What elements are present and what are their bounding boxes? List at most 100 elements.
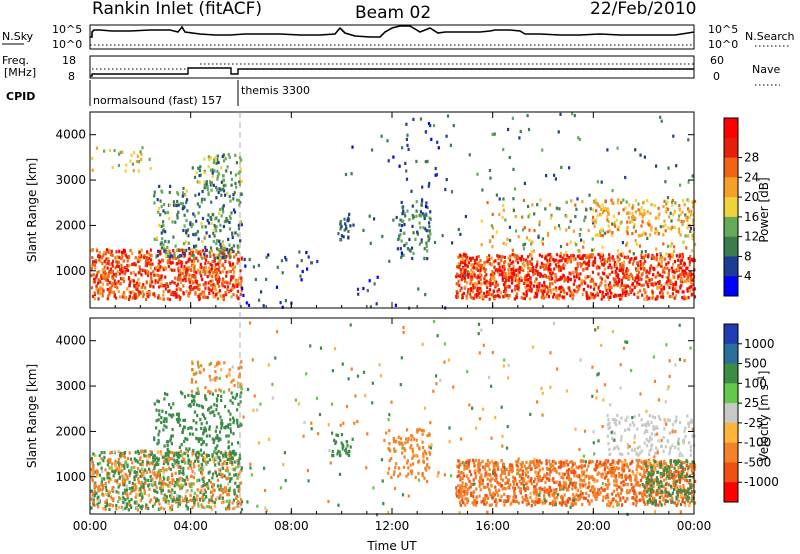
scatter-cell [693,242,697,246]
scatter-cell [216,394,219,398]
scatter-cell [510,267,513,271]
scatter-cell [667,469,670,473]
scatter-cell [672,269,675,273]
scatter-cell [558,259,562,263]
scatter-cell [677,274,680,278]
scatter-cell [99,289,102,293]
scatter-cell [456,282,459,286]
scatter-cell [486,285,489,289]
scatter-cell [224,157,227,161]
scatter-cell [190,284,193,288]
scatter-cell [410,443,413,448]
scatter-cell [665,477,668,481]
scatter-cell [218,430,222,434]
scatter-cell [687,273,690,277]
scatter-cell [232,416,235,420]
scatter-cell [425,468,428,472]
scatter-cell [457,495,460,499]
scatter-cell [211,168,214,172]
scatter-cell [145,463,149,467]
scatter-cell [422,446,425,450]
scatter-cell [507,268,510,272]
scatter-cell [185,290,188,294]
scatter-cell [611,231,614,235]
scatter-cell [96,287,99,291]
scatter-cell [215,185,218,189]
scatter-cell [409,463,412,467]
scatter-cell [672,262,675,266]
scatter-cell [456,474,459,478]
scatter-cell [530,482,533,486]
scatter-cell [189,498,192,502]
scatter-cell [168,450,171,454]
scatter-cell [221,278,224,282]
scatter-cell [190,466,193,470]
scatter-cell [229,269,232,274]
scatter-cell [188,285,191,289]
scatter-cell [599,282,602,286]
scatter-cell [202,464,205,468]
scatter-cell [155,419,158,423]
scatter-cell [179,423,182,427]
scatter-cell [611,201,614,205]
scatter-cell [172,256,175,260]
scatter-cell [631,211,634,215]
scatter-cell [182,228,185,233]
scatter-cell [139,493,142,497]
scatter-cell [488,292,491,296]
scatter-cell [587,260,591,264]
scatter-cell [171,280,174,284]
scatter-cell [198,452,201,456]
scatter-cell [380,134,383,138]
scatter-cell [619,285,622,289]
scatter-cell [642,462,645,466]
scatter-cell [137,449,140,453]
scatter-cell [467,273,470,277]
scatter-cell [497,288,500,292]
scatter-cell [138,293,141,297]
scatter-cell [185,240,188,244]
scatter-cell [120,269,123,273]
scatter-cell [183,497,186,501]
scatter-cell [147,271,150,275]
scatter-cell [198,181,201,185]
scatter-cell [128,500,131,504]
scatter-cell [240,481,243,485]
scatter-cell [235,185,238,189]
scatter-cell [133,488,136,492]
scatter-cell [215,397,218,401]
scatter-cell [678,208,681,212]
scatter-cell [141,474,144,478]
scatter-cell [572,229,575,233]
scatter-cell [339,220,342,224]
scatter-cell [604,279,607,283]
scatter-cell [669,498,672,502]
scatter-cell [640,253,643,257]
scatter-cell [331,453,334,458]
scatter-cell [191,250,194,254]
scatter-cell [628,203,631,207]
scatter-cell [400,255,403,259]
scatter-cell [403,223,406,227]
scatter-cell [634,483,637,487]
scatter-cell [688,263,691,267]
scatter-cell [588,484,591,488]
scatter-cell [504,294,507,298]
scatter-cell [563,279,566,283]
scatter-cell [588,257,591,261]
scatter-cell [570,199,573,203]
scatter-cell [566,256,569,261]
scatter-cell [96,470,99,474]
scatter-cell [479,268,482,272]
scatter-cell [568,286,571,290]
scatter-cell [91,477,94,481]
scatter-cell [638,484,641,488]
scatter-cell [502,270,505,274]
scatter-cell [111,253,114,257]
scatter-cell [141,146,144,150]
scatter-cell [218,248,221,253]
scatter-cell [233,384,236,388]
scatter-cell [526,270,530,275]
scatter-cell [151,477,154,481]
scatter-cell [189,404,192,408]
